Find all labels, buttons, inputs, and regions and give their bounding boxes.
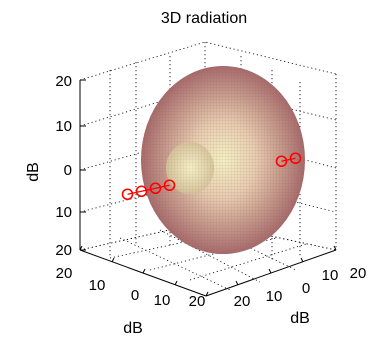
- marker-series: [121, 152, 302, 201]
- axes: [79, 79, 337, 297]
- z-tick-label: 10: [55, 204, 72, 221]
- x-tick-label: 10: [89, 277, 106, 294]
- front-marker-3: [135, 185, 148, 198]
- x-tick-label: 20: [56, 265, 73, 282]
- back-marker-1: [275, 155, 288, 168]
- z-tick-label: 0: [64, 162, 72, 179]
- x-axis-label: dB: [123, 320, 143, 337]
- x-tick-label: 20: [189, 293, 206, 310]
- marker-connector-line: [127, 184, 170, 195]
- y-tick-label: 10: [322, 267, 339, 284]
- y-tick-label: 20: [234, 293, 251, 310]
- z-tick-label: 10: [55, 118, 72, 135]
- y-tick-label: 0: [302, 280, 310, 297]
- y-axis-label: dB: [290, 310, 310, 327]
- front-marker-1: [163, 179, 176, 192]
- back-marker-2: [289, 152, 302, 165]
- x-tick-label: 0: [131, 287, 139, 304]
- front-marker-2: [149, 182, 162, 195]
- marker-connector-line: [281, 157, 296, 162]
- chart-title: 3D radiation: [161, 10, 247, 27]
- z-axis-label: dB: [25, 162, 42, 182]
- front-marker-4: [121, 188, 134, 201]
- y-tick-label: 20: [350, 265, 367, 282]
- radiation-surface: [141, 66, 305, 254]
- z-tick-label: 20: [55, 73, 72, 90]
- x-tick-label: 10: [154, 292, 171, 309]
- z-tick-label: 20: [55, 242, 72, 259]
- y-tick-label: 10: [266, 288, 283, 305]
